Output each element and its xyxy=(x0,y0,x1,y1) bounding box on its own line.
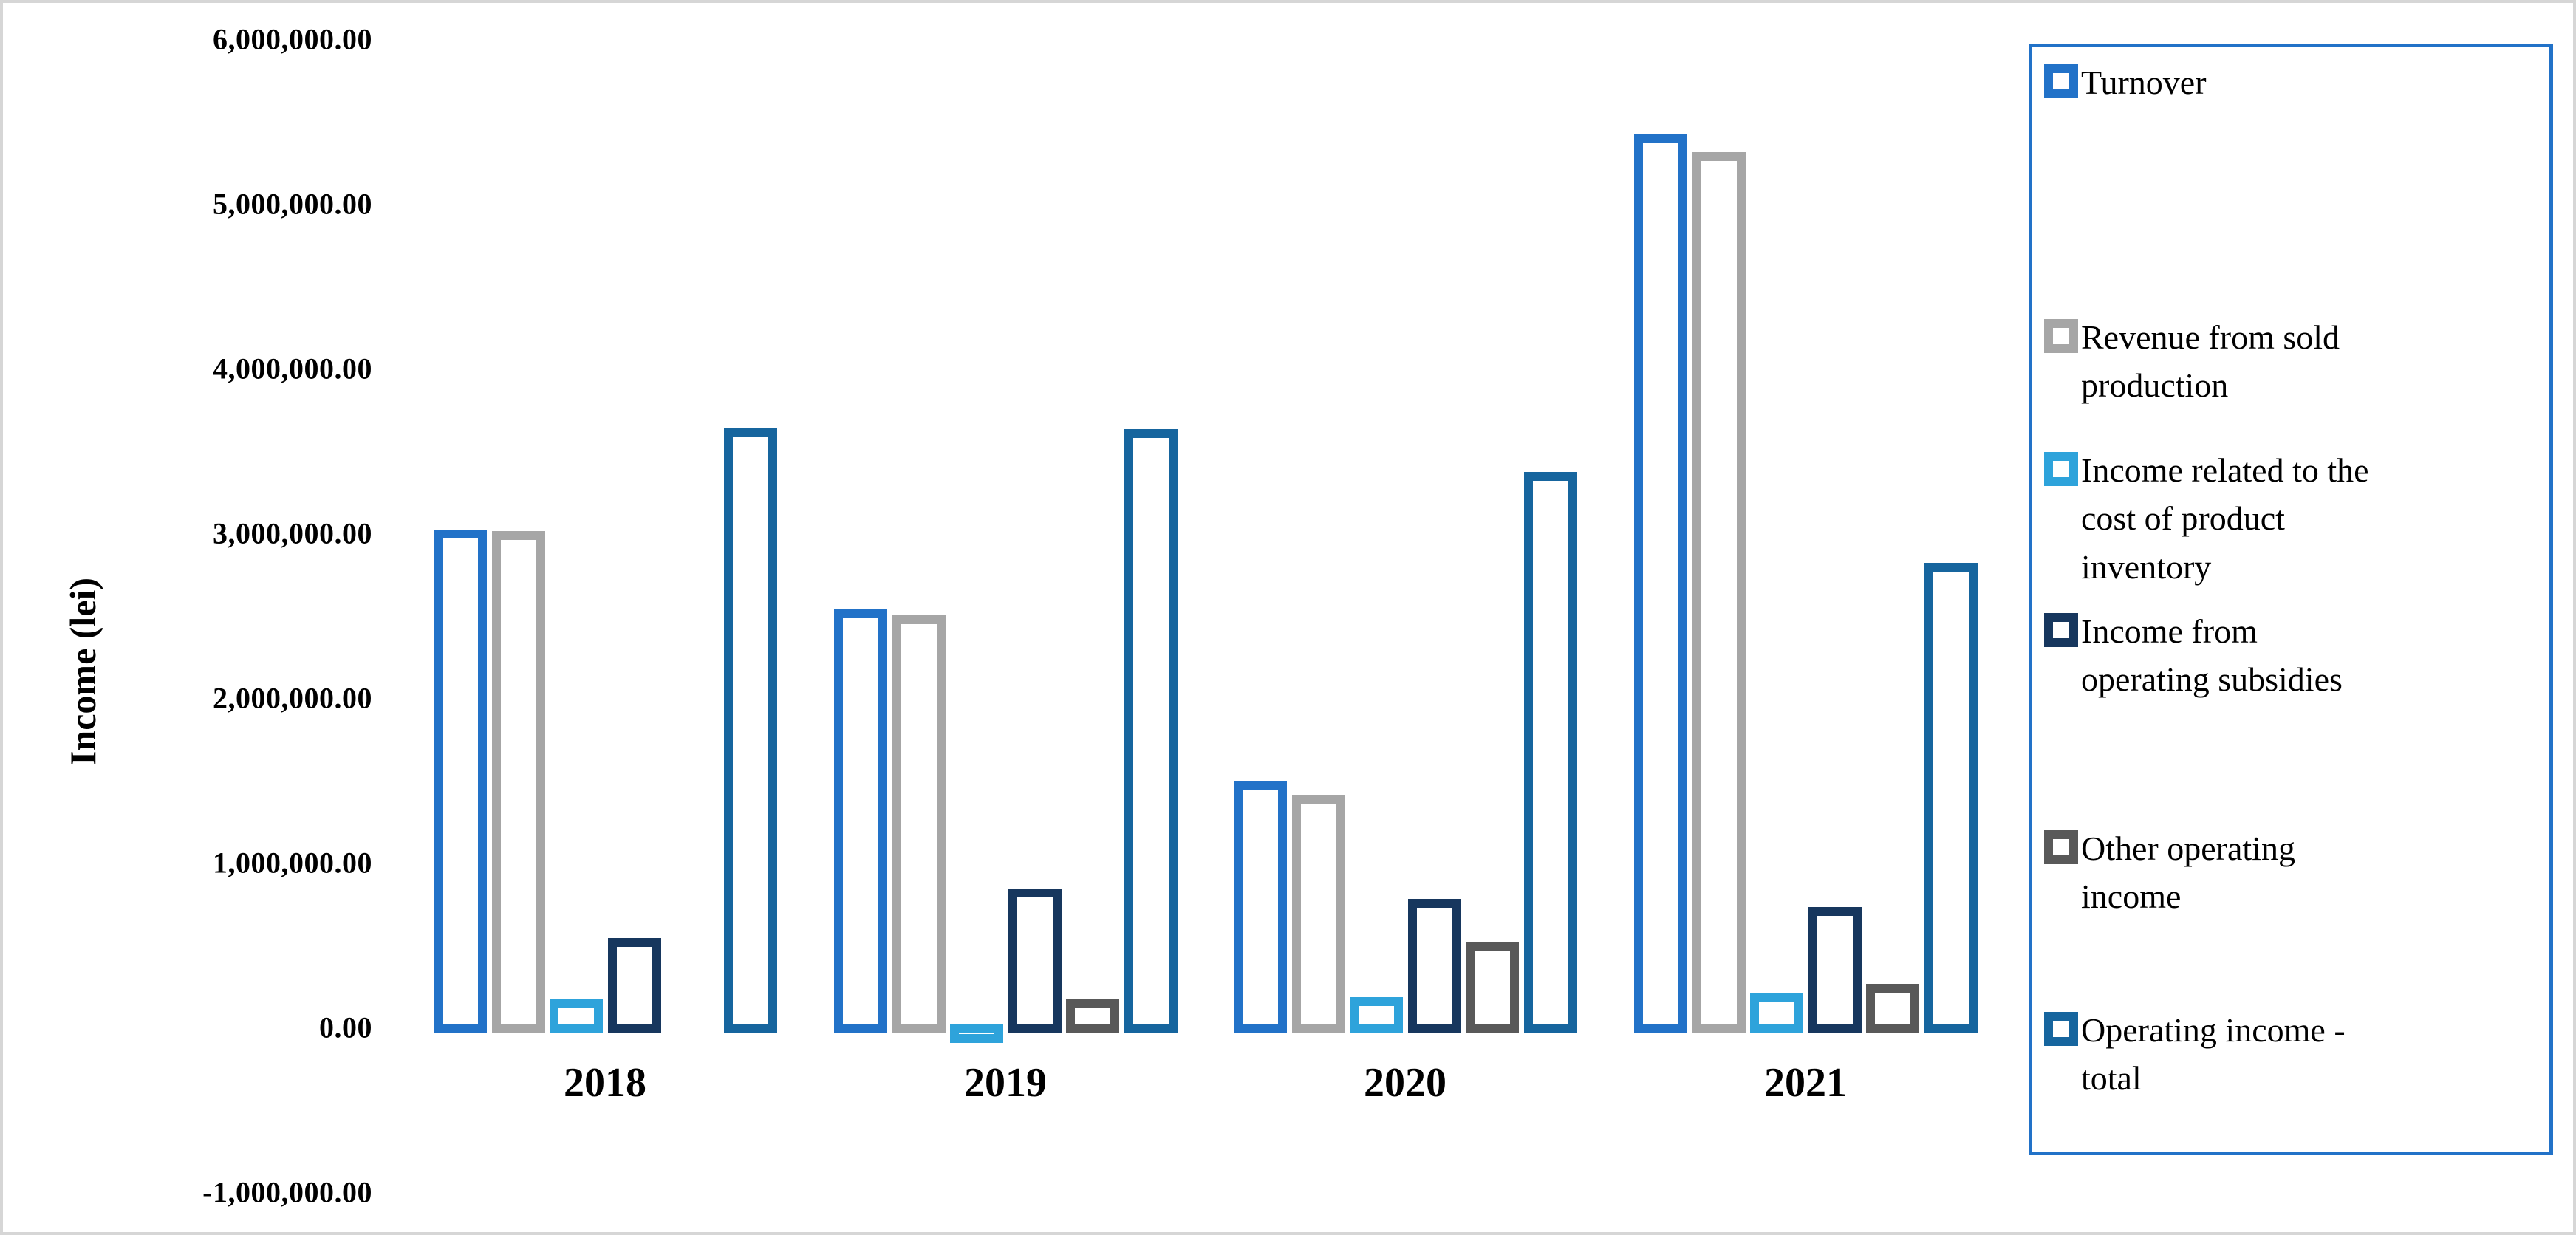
legend-label-income-related-to-the-cost-of-product-inventory: Income related to the cost of product in… xyxy=(2081,451,2369,586)
bar-income-related-to-the-cost-of-product-inventory-2018 xyxy=(550,999,603,1033)
bar-other-operating-income-2021 xyxy=(1866,984,1919,1033)
bar-other-operating-income-2020 xyxy=(1466,942,1519,1033)
bar-operating-income-total-2020 xyxy=(1524,472,1577,1033)
legend-item-income-from-operating-subsidies: Income from operating subsidies xyxy=(2044,607,2343,704)
bar-income-from-operating-subsidies-2019 xyxy=(1008,889,1062,1033)
legend-label-turnover: Turnover xyxy=(2081,64,2207,101)
legend-swatch-income-related-to-the-cost-of-product-inventory xyxy=(2044,452,2078,486)
x-label-2018: 2018 xyxy=(564,1060,646,1106)
bar-revenue-from-sold-production-2019 xyxy=(892,615,946,1033)
bar-revenue-from-sold-production-2020 xyxy=(1292,795,1345,1033)
legend: Turnover Revenue from sold production Inco… xyxy=(2029,44,2553,1155)
legend-label-revenue-from-sold-production: Revenue from sold production xyxy=(2081,318,2340,405)
legend-item-income-related-to-the-cost-of-product-inventory: Income related to the cost of product in… xyxy=(2044,446,2369,591)
x-label-2019: 2019 xyxy=(964,1060,1047,1106)
bar-income-from-operating-subsidies-2020 xyxy=(1408,899,1461,1033)
bar-income-from-operating-subsidies-2021 xyxy=(1808,907,1862,1033)
bar-income-related-to-the-cost-of-product-inventory-2019 xyxy=(950,1024,1003,1043)
legend-swatch-revenue-from-sold-production xyxy=(2044,319,2078,353)
bar-income-from-operating-subsidies-2018 xyxy=(608,938,661,1033)
legend-label-operating-income-total: Operating income - total xyxy=(2081,1011,2346,1098)
bar-operating-income-total-2021 xyxy=(1924,563,1978,1033)
bar-revenue-from-sold-production-2018 xyxy=(492,531,545,1033)
legend-label-income-from-operating-subsidies: Income from operating subsidies xyxy=(2081,612,2343,699)
x-label-2021: 2021 xyxy=(1764,1060,1847,1106)
legend-item-revenue-from-sold-production: Revenue from sold production xyxy=(2044,313,2340,410)
y-tick-0: 0.00 xyxy=(319,1010,372,1044)
y-tick-4000000: 4,000,000.00 xyxy=(213,352,372,386)
y-tick-2000000: 2,000,000.00 xyxy=(213,681,372,715)
legend-swatch-turnover xyxy=(2044,64,2078,98)
y-axis-title: Income (lei) xyxy=(62,577,103,766)
y-tick-3000000: 3,000,000.00 xyxy=(213,516,372,550)
bar-turnover-2020 xyxy=(1234,781,1287,1033)
bar-other-operating-income-2019 xyxy=(1066,999,1119,1033)
legend-swatch-operating-income-total xyxy=(2044,1012,2078,1046)
y-tick-1000000: 1,000,000.00 xyxy=(213,846,372,880)
y-tick-6000000: 6,000,000.00 xyxy=(213,22,372,56)
bar-turnover-2019 xyxy=(834,609,887,1033)
y-tick--1000000: -1,000,000.00 xyxy=(202,1175,372,1209)
x-label-2020: 2020 xyxy=(1364,1060,1446,1106)
legend-item-turnover: Turnover xyxy=(2044,58,2207,106)
legend-swatch-other-operating-income xyxy=(2044,830,2078,864)
legend-swatch-income-from-operating-subsidies xyxy=(2044,613,2078,647)
y-tick-5000000: 5,000,000.00 xyxy=(213,187,372,221)
bar-operating-income-total-2018 xyxy=(724,428,777,1033)
bar-turnover-2021 xyxy=(1634,134,1687,1033)
bar-operating-income-total-2019 xyxy=(1124,429,1178,1033)
bar-turnover-2018 xyxy=(434,530,487,1033)
legend-item-operating-income-total: Operating income - total xyxy=(2044,1006,2346,1103)
legend-item-other-operating-income: Other operating income xyxy=(2044,824,2295,921)
bar-income-related-to-the-cost-of-product-inventory-2021 xyxy=(1750,993,1803,1033)
bar-revenue-from-sold-production-2021 xyxy=(1692,152,1746,1033)
legend-label-other-operating-income: Other operating income xyxy=(2081,829,2295,916)
bar-income-related-to-the-cost-of-product-inventory-2020 xyxy=(1350,997,1403,1033)
